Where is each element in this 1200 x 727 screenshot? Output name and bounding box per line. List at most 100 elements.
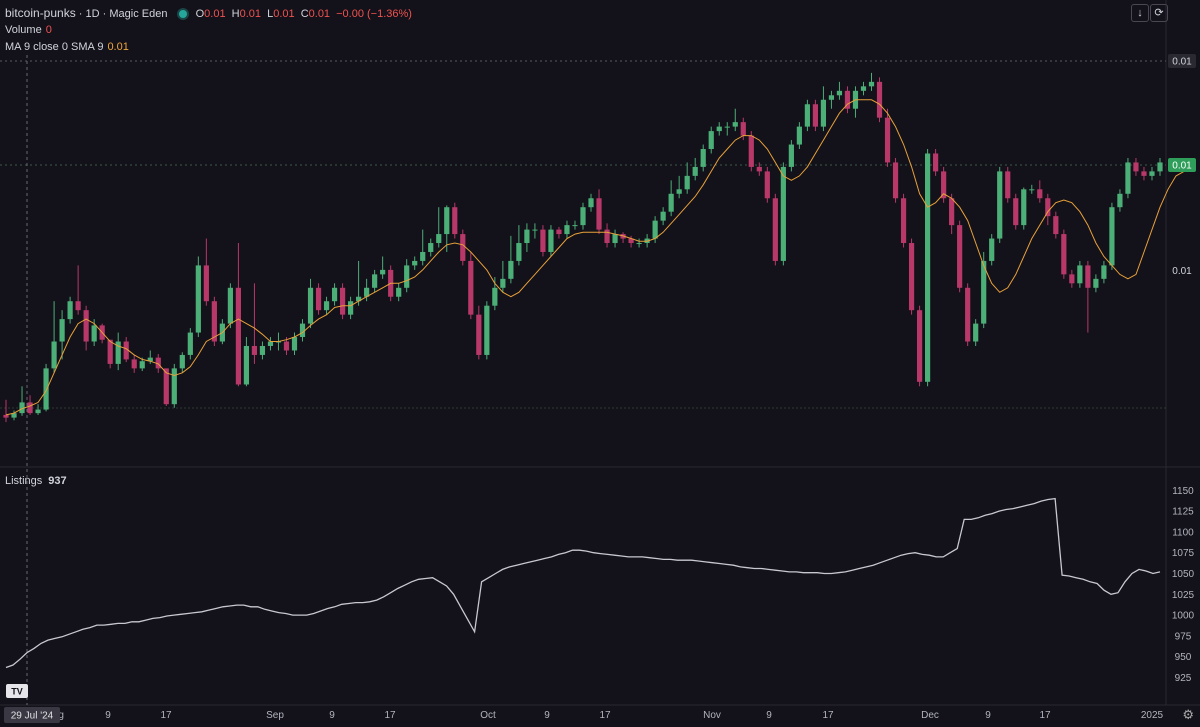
listings-tick-label: 975: [1175, 631, 1192, 642]
high-value: 0.01: [239, 8, 262, 20]
candle: [588, 198, 594, 208]
candle: [1117, 193, 1123, 208]
candle: [307, 287, 314, 324]
volume-legend[interactable]: Volume 0: [5, 24, 52, 36]
interval[interactable]: 1D: [85, 8, 100, 20]
candle: [139, 361, 145, 369]
candle: [772, 198, 778, 261]
arrow-down-icon[interactable]: ↓: [1131, 4, 1149, 22]
close-value: 0.01: [308, 8, 331, 20]
candle: [612, 234, 618, 244]
tradingview-logo-text: TV: [11, 687, 23, 697]
listings-label: Listings: [5, 475, 43, 487]
candle: [339, 287, 346, 315]
candle: [83, 310, 89, 342]
candle: [331, 287, 338, 302]
candle: [965, 287, 971, 342]
candle: [1157, 162, 1163, 172]
price-label-last: 0.01: [1172, 161, 1192, 172]
candle: [356, 296, 362, 302]
exchange: Magic Eden: [109, 8, 168, 20]
ma-label: MA 9 close 0 SMA 9: [5, 41, 104, 53]
listings-tick-label: 1100: [1172, 527, 1194, 538]
candle: [997, 171, 1003, 239]
candle: [1069, 274, 1075, 284]
candle: [532, 229, 538, 231]
candle: [259, 345, 266, 355]
candle: [556, 229, 562, 235]
ma-value: 0.01: [107, 41, 129, 53]
candle: [243, 345, 250, 385]
candle: [636, 243, 642, 245]
candle: [1005, 171, 1011, 199]
price-label-mid: 0.01: [1172, 266, 1192, 277]
candle: [1085, 265, 1091, 288]
time-tick-label: 9: [329, 710, 335, 721]
candle: [1133, 162, 1139, 172]
candle: [51, 341, 57, 369]
candle: [203, 265, 209, 302]
candle: [1021, 189, 1027, 226]
candle: [1029, 189, 1035, 191]
candle: [828, 95, 835, 100]
listings-tick-label: 1075: [1172, 548, 1195, 559]
candle: [580, 207, 586, 226]
candle: [283, 341, 290, 351]
candle: [404, 265, 410, 288]
candle: [548, 229, 554, 252]
open-label: O: [195, 8, 205, 20]
candle: [11, 413, 17, 418]
market-open-icon: [178, 10, 187, 19]
listings-tick-label: 1000: [1172, 611, 1195, 622]
candle: [780, 166, 786, 261]
high-label: H: [231, 8, 240, 20]
candle: [396, 287, 402, 297]
time-tick-label: 9: [544, 710, 550, 721]
listings-legend[interactable]: Listings 937: [5, 475, 67, 487]
candle: [676, 189, 682, 194]
candle: [1093, 278, 1099, 288]
candle: [420, 251, 426, 261]
candle: [1101, 265, 1107, 279]
candle: [428, 243, 434, 252]
candle: [941, 171, 947, 199]
candle: [540, 229, 546, 252]
candle: [468, 260, 474, 315]
candle: [251, 345, 258, 355]
candle: [123, 341, 129, 360]
refresh-icon[interactable]: ⟳: [1150, 4, 1168, 22]
candle: [412, 260, 418, 266]
symbol-name[interactable]: bitcoin-punks: [5, 6, 76, 20]
time-tick-label: 17: [822, 710, 834, 721]
candle: [115, 341, 121, 364]
gear-icon[interactable]: ⚙: [1182, 707, 1194, 722]
price-label-high: 0.01: [1172, 57, 1192, 68]
candle: [628, 238, 634, 244]
candle: [27, 402, 33, 414]
candle: [924, 153, 931, 382]
candle: [724, 126, 730, 128]
time-tick-label: Dec: [921, 710, 939, 721]
time-tick-label: Nov: [703, 710, 721, 721]
candle: [740, 122, 746, 136]
ma-legend[interactable]: MA 9 close 0 SMA 9 0.01: [5, 41, 129, 53]
price-label-bg: [1168, 54, 1196, 68]
candle: [884, 117, 891, 163]
candle: [844, 90, 851, 109]
change-value: −0.00 (−1.36%): [336, 8, 412, 20]
candle: [364, 287, 370, 297]
listings-tick-label: 925: [1175, 673, 1192, 684]
time-tick-label: Oct: [480, 710, 496, 721]
time-tick-label: 9: [766, 710, 772, 721]
candle: [484, 305, 490, 355]
time-tick-label: 17: [1039, 710, 1051, 721]
candle: [508, 260, 514, 279]
candle: [500, 278, 506, 288]
time-tick-label: 9: [105, 710, 111, 721]
candle: [59, 319, 65, 342]
candle: [564, 225, 570, 235]
candle: [868, 81, 875, 87]
candle: [171, 368, 177, 405]
candle: [227, 287, 233, 324]
